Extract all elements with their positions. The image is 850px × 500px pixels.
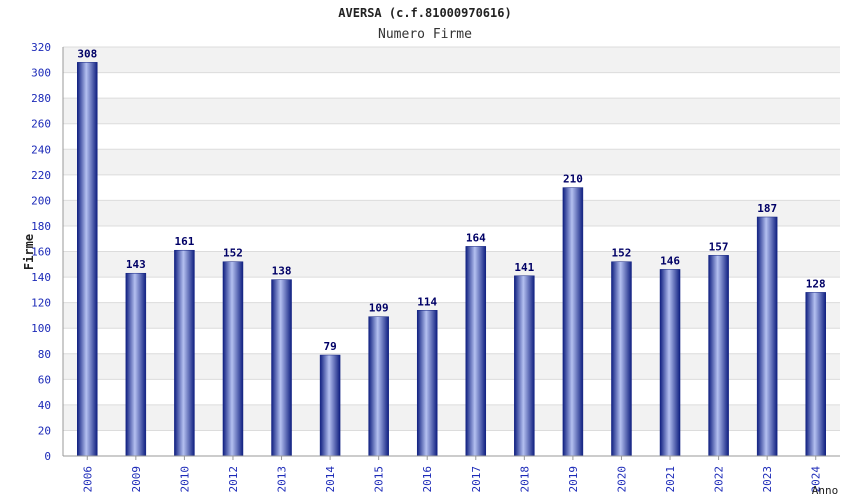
chart-subtitle: Numero Firme — [378, 27, 472, 42]
x-axis-ticks: 2006 2009 2010 2012 2013 2014 2015 2016 2017 2018… — [81, 456, 823, 493]
bar — [514, 275, 535, 457]
x-tick-label: 2020 — [615, 466, 628, 493]
bar-value-label: 128 — [806, 277, 826, 290]
y-tick-label: 160 — [31, 246, 51, 259]
y-tick-label: 280 — [31, 92, 51, 105]
bar-value-label: 157 — [709, 240, 729, 253]
bar — [465, 246, 487, 457]
y-tick-label: 240 — [31, 143, 51, 156]
y-axis-ticks: 0 20 40 60 80 100 120 140 160 180 200 220 240 260 280 3… — [31, 41, 51, 463]
bar — [562, 187, 584, 457]
bar-value-label: 146 — [660, 254, 680, 267]
bar-value-label: 152 — [612, 247, 632, 260]
y-tick-label: 180 — [31, 220, 51, 233]
x-tick-label: 2016 — [421, 466, 434, 493]
grid-band — [63, 47, 840, 73]
chart-title: AVERSA (c.f.81000970616) — [338, 6, 511, 20]
bar — [368, 316, 389, 457]
x-tick-label: 2010 — [178, 466, 191, 493]
bar — [708, 255, 729, 457]
bar-value-label: 143 — [126, 258, 146, 271]
y-tick-label: 40 — [38, 399, 51, 412]
bar-value-label: 308 — [77, 47, 97, 60]
y-tick-label: 200 — [31, 194, 51, 207]
bars: 308 143 161 152 138 79 109 114 164 141 210 152 146 15… — [77, 47, 826, 457]
y-tick-label: 0 — [44, 450, 51, 463]
bar-value-label: 138 — [272, 265, 292, 278]
y-tick-label: 120 — [31, 297, 51, 310]
grid-band — [63, 72, 840, 99]
bar-value-label: 164 — [466, 231, 486, 244]
bar — [756, 216, 778, 457]
x-tick-label: 2015 — [373, 466, 386, 493]
y-tick-label: 100 — [31, 322, 51, 335]
bar — [174, 249, 195, 457]
bar-value-label: 79 — [323, 340, 336, 353]
y-tick-label: 140 — [31, 271, 51, 284]
x-axis-label: Anno — [812, 484, 839, 497]
x-tick-label: 2006 — [81, 466, 94, 493]
grid-band — [63, 225, 840, 252]
bar — [659, 269, 681, 457]
x-tick-label: 2014 — [324, 466, 337, 493]
y-tick-label: 80 — [38, 348, 51, 361]
bar — [416, 310, 438, 457]
x-tick-label: 2009 — [130, 466, 143, 493]
bar — [611, 261, 632, 457]
grid-band — [63, 174, 840, 201]
bar — [319, 354, 341, 457]
x-tick-label: 2023 — [761, 466, 774, 493]
bar-value-label: 210 — [563, 173, 583, 186]
grid-band — [63, 200, 840, 226]
bar-value-label: 187 — [757, 202, 777, 215]
y-tick-label: 220 — [31, 169, 51, 182]
x-tick-label: 2024 — [810, 466, 823, 493]
bar-value-label: 109 — [369, 302, 389, 315]
bar-value-label: 114 — [417, 295, 437, 308]
y-tick-label: 260 — [31, 118, 51, 131]
y-tick-label: 20 — [38, 424, 51, 437]
bar — [805, 292, 826, 457]
bar — [271, 279, 292, 457]
bar-value-label: 161 — [174, 235, 194, 248]
y-tick-label: 60 — [38, 373, 51, 386]
grid-band — [63, 149, 840, 175]
x-tick-label: 2021 — [664, 466, 677, 493]
bar — [222, 261, 244, 457]
y-tick-label: 300 — [31, 67, 51, 80]
y-tick-label: 320 — [31, 41, 51, 54]
bar-value-label: 152 — [223, 247, 243, 260]
y-axis-label: Firme — [22, 234, 36, 270]
bar — [125, 272, 147, 457]
bar-value-label: 141 — [514, 261, 534, 274]
x-tick-label: 2018 — [518, 466, 531, 493]
grid-band — [63, 123, 840, 150]
x-tick-label: 2012 — [227, 466, 240, 493]
grid-band — [63, 98, 840, 124]
x-tick-label: 2019 — [567, 466, 580, 493]
x-tick-label: 2017 — [470, 466, 483, 493]
x-tick-label: 2013 — [276, 466, 289, 493]
x-tick-label: 2022 — [713, 466, 726, 493]
bar — [77, 62, 98, 457]
